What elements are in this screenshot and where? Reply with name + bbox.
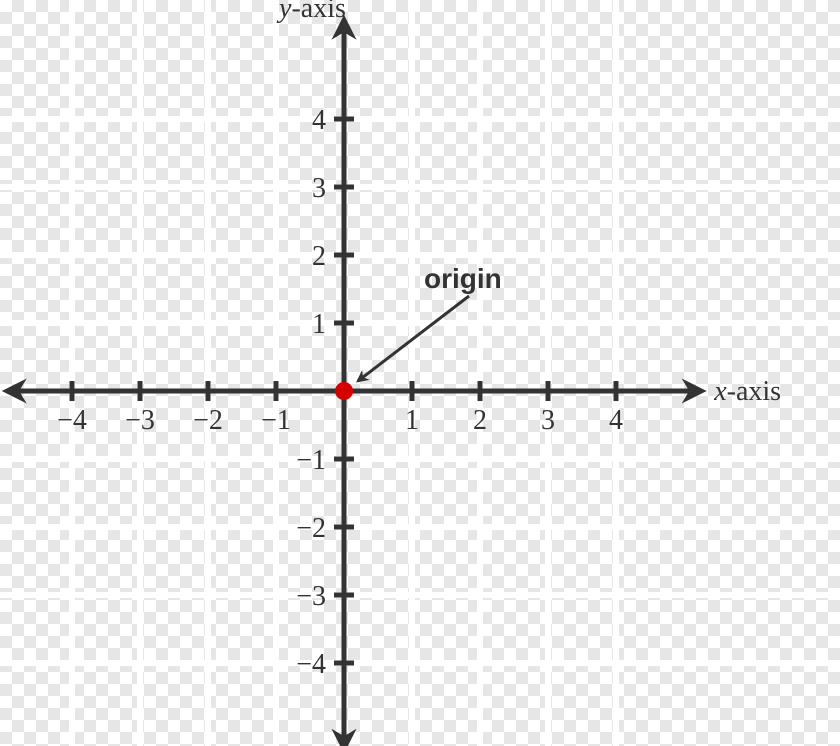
x-tick-label: 2 — [473, 405, 487, 436]
x-tick-label: 1 — [405, 405, 419, 436]
y-tick-label: 1 — [312, 309, 326, 340]
x-tick-label: 3 — [541, 405, 555, 436]
y-axis-label: y-axis — [276, 0, 346, 24]
origin-point — [335, 382, 353, 400]
origin-annotation: origin — [335, 263, 502, 400]
y-tick-label: −4 — [296, 649, 326, 680]
y-tick-label: 4 — [312, 105, 326, 136]
x-tick-label: −3 — [125, 405, 155, 436]
y-tick-label: −2 — [296, 513, 326, 544]
x-axis-label: x-axis — [713, 376, 781, 407]
y-tick-label: 3 — [312, 173, 326, 204]
grid-lines — [0, 0, 840, 746]
x-tick-label: −4 — [57, 405, 87, 436]
y-tick-label: −1 — [296, 445, 326, 476]
x-tick-label: 4 — [609, 405, 623, 436]
axis-labels: x-axis y-axis — [276, 0, 781, 407]
origin-label: origin — [424, 263, 502, 294]
x-tick-label: −2 — [193, 405, 223, 436]
x-tick-label: −1 — [261, 405, 291, 436]
cartesian-plane-diagram: −4 −3 −2 −1 1 2 3 4 −4 −3 −2 −1 1 2 3 4 x-axis y-axis or… — [0, 0, 840, 746]
y-tick-label: −3 — [296, 581, 326, 612]
axes — [14, 27, 694, 741]
y-tick-label: 2 — [312, 241, 326, 272]
